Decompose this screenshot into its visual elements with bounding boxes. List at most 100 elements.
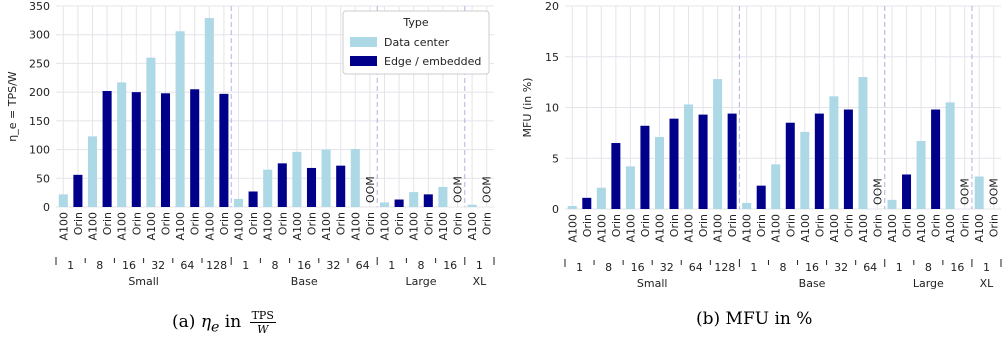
bar-a100 [829,96,839,209]
batch-label: 1 [476,259,483,272]
bar-a100 [117,82,127,207]
bar-a100 [567,205,577,209]
device-tick-label: Orin [306,212,319,235]
device-tick-label: Orin [452,212,465,235]
bar-a100 [713,79,723,209]
legend-swatch [350,37,377,47]
y-tick-label: 100 [29,144,50,157]
device-tick-label: A100 [712,214,725,243]
batch-label: 8 [780,261,787,274]
device-tick-label: Orin [959,214,972,237]
bar-orin [785,122,795,209]
bar-a100 [467,204,477,207]
bar-a100 [263,169,273,207]
device-tick-label: Orin [988,214,1001,237]
device-tick-label: A100 [973,214,986,243]
bar-a100 [945,102,955,209]
batch-label: 64 [689,261,703,274]
caption-a: (a) ηe in TPS W [172,309,276,336]
batch-label: 32 [834,261,848,274]
batch-label: 64 [180,259,194,272]
bar-orin [102,90,112,207]
bar-orin [727,113,737,209]
y-tick-label: 350 [29,0,50,13]
device-tick-label: A100 [87,212,100,241]
device-tick-label: Orin [901,214,914,237]
legend-box [342,10,490,75]
y-tick-label: 0 [43,201,50,214]
device-tick-label: A100 [595,214,608,243]
bar-orin [669,118,679,209]
bar-orin [277,163,287,207]
y-tick-label: 200 [29,86,50,99]
bar-orin [336,165,346,207]
bar-orin [131,92,141,207]
batch-label: 32 [326,259,340,272]
bar-orin [160,93,171,207]
bar-a100 [321,149,331,207]
device-tick-label: A100 [566,214,579,243]
group-label: XL [980,277,995,290]
device-tick-label: Orin [130,212,143,235]
bar-a100 [625,166,635,209]
y-tick-label: 20 [545,0,559,13]
device-tick-label: A100 [828,214,841,243]
device-tick-label: Orin [364,212,377,235]
bar-a100 [654,136,664,209]
device-tick-label: A100 [408,212,421,241]
bar-a100 [916,140,926,209]
device-tick-label: Orin [697,214,710,237]
device-tick-label: Orin [610,214,623,237]
device-tick-label: A100 [466,212,479,241]
caption-a-symbol: η [200,312,211,332]
bar-a100 [146,57,156,207]
device-tick-label: Orin [639,214,652,237]
batch-label: 64 [863,261,877,274]
device-tick-label: A100 [203,212,216,241]
bar-a100 [684,104,694,209]
device-tick-label: Orin [276,212,289,235]
device-tick-label: Orin [871,214,884,237]
device-tick-label: Orin [218,212,231,235]
device-tick-label: Orin [842,214,855,237]
batch-label: 64 [356,259,370,272]
bar-orin [394,199,404,207]
device-tick-label: A100 [770,214,783,243]
batch-label: 1 [67,259,74,272]
bar-orin [698,114,708,209]
batch-label: 16 [122,259,136,272]
batch-label: 1 [576,261,583,274]
caption-a-numerator: TPS [249,309,276,323]
bar-orin [306,167,317,207]
bar-orin [640,125,650,209]
batch-label: 8 [925,261,932,274]
device-tick-label: Orin [755,214,768,237]
bar-a100 [87,136,98,207]
bar-a100 [742,202,752,209]
bar-orin [190,89,200,207]
bar-a100 [292,151,302,207]
bar-a100 [800,131,810,209]
bar-a100 [409,192,419,207]
bar-a100 [204,18,214,208]
y-tick-label: 5 [552,152,559,165]
batch-label: 16 [297,259,311,272]
batch-label: 16 [443,259,457,272]
bar-a100 [175,31,185,208]
bar-a100 [438,186,448,207]
device-tick-label: A100 [57,212,70,241]
legend: Type Data center Edge / embedded [342,10,490,75]
batch-label: 1 [242,259,249,272]
batch-label: 32 [151,259,165,272]
batch-label: 16 [631,261,645,274]
batch-label: 8 [272,259,279,272]
batch-label: 128 [206,259,227,272]
device-tick-label: A100 [886,214,899,243]
batch-label: 8 [96,259,103,272]
device-tick-label: Orin [189,212,202,235]
oom-label: OOM [364,176,377,203]
device-tick-label: A100 [741,214,754,243]
bar-a100 [350,148,360,207]
device-tick-label: A100 [262,212,275,241]
